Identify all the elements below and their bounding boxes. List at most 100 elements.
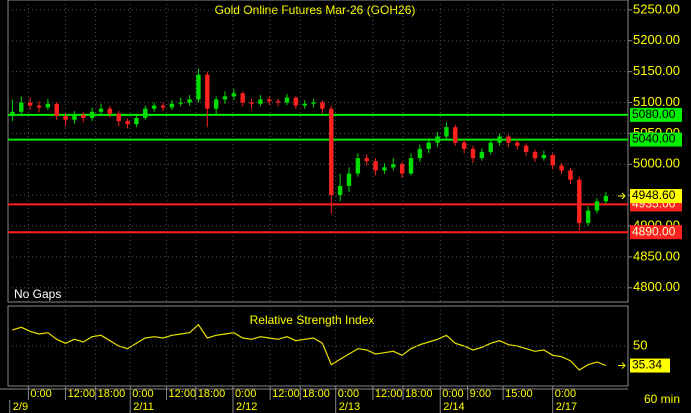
y-tick-label: 5250.00 [633,1,680,16]
candle-body [19,102,24,112]
candle-body [541,155,547,159]
x-tick-label: 0:00 [132,388,153,400]
candle-body [461,142,467,149]
candle-body [169,103,175,108]
candle-body [488,142,493,152]
candle-body [506,136,511,143]
candle-body [497,136,502,143]
candle-body [532,151,538,159]
candle-body [45,103,51,108]
x-tick-label: 12:00 [169,388,197,400]
candle-body [187,99,192,103]
rsi-last-box [630,358,670,373]
date-tick-label: 2/12 [236,401,257,413]
candle-body [116,113,121,122]
x-tick-label: 12:00 [68,388,96,400]
level-label: 5080.00 [632,107,676,121]
x-tick-label: 18:00 [98,388,126,400]
candle-body [320,102,325,109]
candle-body [568,170,573,180]
candle-body [470,148,476,159]
candle-body [426,142,431,149]
candle-body [577,179,582,223]
candle-body [515,142,520,146]
rsi-last-arrow [618,362,626,369]
candle-body [240,93,245,103]
candle-body [373,161,378,171]
candle-body [382,167,387,171]
rsi-tick-label: 50 [633,337,647,352]
candle-body [559,165,564,171]
candle-body [417,148,423,159]
level-label: 4890.00 [632,224,676,238]
candle-body [89,111,95,118]
interval-label: 60 min [644,392,680,406]
x-tick-label: 0:00 [338,388,359,400]
candle-body [249,102,254,104]
candle-body [355,158,361,174]
candle-body [550,155,555,166]
date-tick-label: 2/11 [133,401,154,413]
candle-body [337,185,343,196]
y-tick-label: 5150.00 [633,63,680,78]
x-tick-label: 18:00 [302,388,330,400]
y-tick-label: 5000.00 [633,156,680,171]
x-tick-label: 0:00 [30,388,51,400]
candle-body [444,127,449,137]
x-tick-label: 0:00 [235,388,256,400]
date-tick-label: 2/17 [556,401,577,413]
last-price-arrow [618,192,626,200]
candle-body [10,111,15,117]
candle-body [72,114,77,120]
rsi-last-label: 35.34 [632,358,662,372]
candle-body [603,196,609,202]
candle-body [107,108,113,114]
candle-body [125,121,130,125]
candle-body [275,101,281,103]
last-price-box [630,189,682,204]
candle-body [27,102,33,106]
candle-body [160,105,166,108]
candle-body [36,105,42,108]
candle-body [399,164,405,174]
candle-body [594,201,600,211]
x-tick-label: 18:00 [405,388,433,400]
y-tick-label: 5200.00 [633,32,680,47]
y-tick-label: 5100.00 [633,94,680,109]
level-label: 5040.00 [632,132,676,146]
candle-body [205,74,210,109]
candle-body [231,93,237,97]
candle-body [222,96,228,100]
candle-body [196,74,201,100]
level-label-box [630,132,682,147]
candle-body [258,99,263,104]
x-tick-label: 12:00 [375,388,403,400]
candle-body [213,99,219,109]
x-tick-label: 15:00 [505,388,533,400]
x-tick-label: 0:00 [555,388,576,400]
candle-body [311,102,316,104]
candle-body [63,116,68,120]
rsi-title: Relative Strength Index [250,313,375,327]
candle-body [143,108,148,118]
rsi-line [12,323,607,371]
date-tick-label: 2/9 [13,401,28,413]
last-price-label: 4948.60 [632,188,676,202]
y-tick-label: 4850.00 [633,248,680,263]
y-tick-label: 4800.00 [633,279,680,294]
candle-body [391,164,396,168]
date-tick-label: 2/14 [443,401,464,413]
x-tick-label: 18:00 [198,388,226,400]
x-tick-label: 12:00 [272,388,300,400]
candle-body [453,127,458,143]
level-label-box [630,225,682,240]
candle-body [435,136,440,143]
candle-body [267,99,272,102]
x-tick-label: 9:00 [470,388,491,400]
candle-body [302,103,307,106]
candle-body [408,158,414,174]
candle-body [54,103,59,117]
x-tick-label: 0:00 [442,388,463,400]
candle-body [284,97,290,103]
